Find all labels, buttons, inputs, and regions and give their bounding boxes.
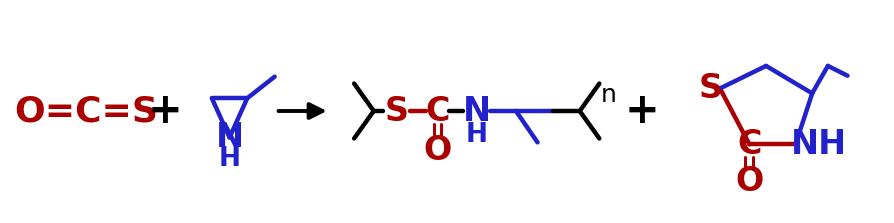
- Text: O: O: [423, 134, 451, 167]
- Text: S: S: [697, 72, 721, 105]
- Text: S: S: [384, 95, 408, 128]
- Text: N: N: [462, 95, 490, 128]
- Text: N: N: [215, 121, 243, 154]
- Text: +: +: [623, 90, 658, 132]
- Text: NH: NH: [790, 128, 847, 161]
- Text: H: H: [465, 122, 487, 148]
- Text: C: C: [425, 95, 450, 128]
- Text: n: n: [601, 83, 616, 107]
- Text: +: +: [148, 90, 182, 132]
- Text: O: O: [735, 165, 763, 198]
- Text: C: C: [737, 128, 761, 161]
- Text: O=C=S: O=C=S: [14, 94, 158, 128]
- Text: H: H: [218, 146, 240, 172]
